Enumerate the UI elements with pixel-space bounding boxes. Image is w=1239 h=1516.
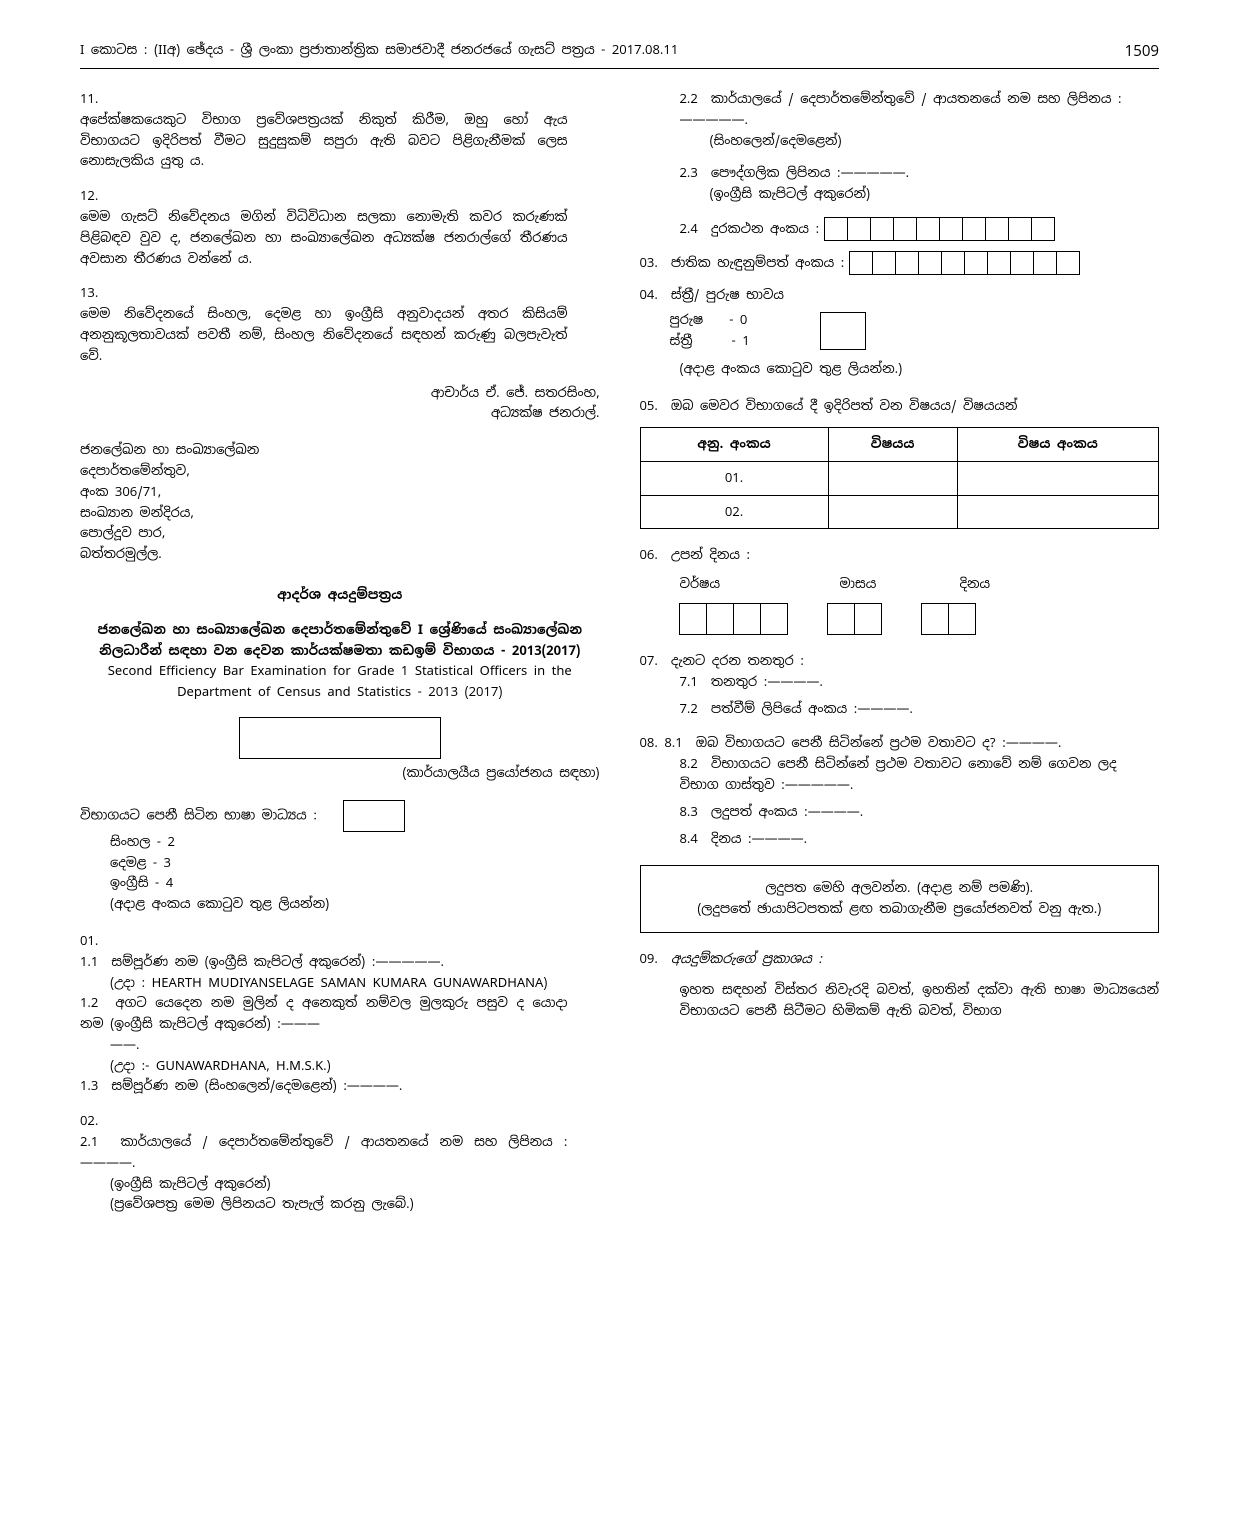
q-text: දුරකථන අංකය : xyxy=(711,220,819,237)
phone-boxes[interactable] xyxy=(825,217,1055,241)
address-line: බත්තරමුල්ල. xyxy=(80,544,600,565)
q-text: ජාතික හැඳුනුම්පත් අංකය : xyxy=(671,254,845,271)
exam-title-english: Second Efficiency Bar Examination for Gr… xyxy=(80,661,600,703)
q-text: ඔබ මෙවර විභාගයේ දී ඉදිරිපත් වන විෂයය/ වි… xyxy=(671,397,1018,414)
address-line: සංඛ්‍යාන මන්දිරය, xyxy=(80,503,600,524)
q-note: (ඉංග්‍රීසි කැපිටල් අකුරෙන්) xyxy=(710,184,1160,205)
media-input-box[interactable] xyxy=(343,800,405,832)
item-text: අපේක්ෂකයෙකුට විභාග ප්‍රවේශපත්‍රයක් නිකුත… xyxy=(80,110,568,172)
q-note: (ප්‍රවේශපත්‍ර මෙම ලිපිනයට තැපැල් කරනු ලැ… xyxy=(110,1194,568,1215)
nic-boxes[interactable] xyxy=(850,251,1080,275)
gender-note: (අදාළ අංකය කොටුව තුළ ලියන්න.) xyxy=(680,359,1160,380)
address-line: අංක 306/71, xyxy=(80,482,600,503)
q-text: සම්පූර්ණ නම (සිංහලෙන්/දෙමළෙන්) :————. xyxy=(111,1077,402,1094)
item-number: 13. xyxy=(80,283,108,304)
media-option: සිංහල - 2 xyxy=(110,832,600,853)
address-line: පොල්දූව පාර, xyxy=(80,523,600,544)
receipt-line: ලදුපත මෙහි අලවන්න. (අදාළ නම් පමණි). xyxy=(653,878,1147,899)
example-text: (උදා : HEARTH MUDIYANSELAGE SAMAN KUMARA… xyxy=(110,973,568,994)
q-text: තනතුර :————. xyxy=(711,673,823,690)
dob-year-boxes[interactable] xyxy=(680,603,788,635)
q-text: පෞද්ගලික ලිපිනය :—————. xyxy=(711,164,909,181)
dob-month-boxes[interactable] xyxy=(828,603,882,635)
q-text: සම්පූර්ණ නම (ඉංග්‍රීසි කැපිටල් අකුරෙන්) … xyxy=(111,953,444,970)
receipt-line: (ලදුපතේ ඡායාපිටපතක් ළඟ තබාගැනීම ප්‍රයෝජන… xyxy=(653,899,1147,920)
example-text: (උදා :- GUNAWARDHANA, H.M.S.K.) xyxy=(110,1056,568,1077)
receipt-box: ලදුපත මෙහි අලවන්න. (අදාළ නම් පමණි). (ලදු… xyxy=(640,865,1160,933)
item-number: 02. xyxy=(80,1111,108,1132)
page-number: 1509 xyxy=(1125,40,1159,64)
table-header: විෂය අංකය xyxy=(957,427,1158,461)
exam-title-sinhala: ජනලේඛන හා සංඛ්‍යාලේඛන දෙපාර්තමේන්තුවේ I … xyxy=(80,620,600,662)
table-row: 01. xyxy=(640,461,1159,495)
table-cell[interactable] xyxy=(957,461,1158,495)
table-row: 02. xyxy=(640,495,1159,529)
office-use-label: (කාර්යාලයීය ප්‍රයෝජනය සඳහා) xyxy=(80,763,600,784)
gender-input-box[interactable] xyxy=(820,312,866,350)
table-cell: 02. xyxy=(640,495,828,529)
q-note: (ඉංග්‍රීසි කැපිටල් අකුරෙන්) xyxy=(110,1174,568,1195)
gender-male: පුරුෂ xyxy=(670,311,704,328)
gender-female: ස්ත්‍රී xyxy=(670,332,693,349)
q-text: කාර්යාලයේ / දෙපාර්තමේන්තුවේ / ආයතනයේ නම … xyxy=(680,90,1122,128)
table-header: අනු. අංකය xyxy=(640,427,828,461)
signature-name: ආචාර්ය ඒ. ජේ. සතරසිංහ, xyxy=(80,383,600,404)
q-text: ඔබ විභාගයට පෙනී සිටින්නේ ප්‍රථම වතාවට ද?… xyxy=(696,734,1062,751)
media-title: විභාගයට පෙනී සිටින භාෂා මාධ්‍යය : xyxy=(80,806,317,823)
table-header: විෂයය xyxy=(828,427,957,461)
media-option: ඉංග්‍රීසි - 4 xyxy=(110,873,600,894)
table-cell: 01. xyxy=(640,461,828,495)
q-text: විභාගයට පෙනී සිටින්නේ ප්‍රථම වතාවට නොවේ … xyxy=(680,755,1117,793)
item-number: 11. xyxy=(80,89,108,110)
item-text: මෙම ගැසට් නිවේදනය මගින් විධිවිධාන සලකා න… xyxy=(80,207,568,269)
q-text: කාර්යාලයේ / දෙපාර්තමේන්තුවේ / ආයතනයේ නම … xyxy=(80,1133,568,1171)
item-number: 12. xyxy=(80,186,108,207)
address-line: ජනලේඛන හා සංඛ්‍යාලේඛන xyxy=(80,440,600,461)
signature-title: අධ්‍යක්ෂ ජනරාල්. xyxy=(80,403,600,424)
media-option: දෙමළ - 3 xyxy=(110,853,600,874)
right-column: 2.2 කාර්යාලයේ / දෙපාර්තමේන්තුවේ / ආයතනයේ… xyxy=(640,89,1160,1229)
q-note: (සිංහලෙන්/දෙමළෙන්) xyxy=(710,131,1160,152)
q-text: දිනය :————. xyxy=(711,830,807,847)
table-cell[interactable] xyxy=(828,495,957,529)
item-number: 01. xyxy=(80,931,108,952)
specimen-title: ආදර්ශ අයදුම්පත්‍රය xyxy=(80,585,600,606)
dob-day-label: දිනය xyxy=(960,574,991,595)
subject-table: අනු. අංකය විෂයය විෂය අංකය 01. 02. xyxy=(640,427,1160,529)
page-header: I කොටස : (IIඅ) ඡේදය - ශ්‍රී ලංකා ප්‍රජාත… xyxy=(80,40,1159,69)
dob-year-label: වර්ෂය xyxy=(680,574,800,595)
q-text: දැනට දරන තනතුර : xyxy=(671,652,804,669)
declaration-body: ඉහත සඳහන් විස්තර නිවැරදි බවත්, ඉහතින් දක… xyxy=(680,980,1160,1022)
media-note: (අදාළ අංකය කොටුව තුළ ලියන්න) xyxy=(110,894,600,915)
table-cell[interactable] xyxy=(957,495,1158,529)
q-text: ලදුපත් අංකය :————. xyxy=(711,803,863,820)
item-text: මෙම නිවේදනයේ සිංහල, දෙමළ හා ඉංග්‍රීසි අන… xyxy=(80,304,568,366)
q-text: පත්වීම් ලිපියේ අංකය :————. xyxy=(711,700,913,717)
declaration-title: අයදුම්කරුගේ ප්‍රකාශය : xyxy=(671,950,822,967)
office-use-box xyxy=(239,717,441,759)
dob-day-boxes[interactable] xyxy=(922,603,976,635)
q-text: ——. xyxy=(110,1035,568,1056)
dob-month-label: මාසය xyxy=(840,574,920,595)
address-line: දෙපාර්තමේන්තුව, xyxy=(80,461,600,482)
q-text: ස්ත්‍රී/ පුරුෂ භාවය xyxy=(671,286,784,303)
table-cell[interactable] xyxy=(828,461,957,495)
q-text: අගට යෙදෙන නම මුලින් ද අනෙකුත් නම්වල මුලක… xyxy=(80,994,568,1032)
left-column: 11. අපේක්ෂකයෙකුට විභාග ප්‍රවේශපත්‍රයක් න… xyxy=(80,89,600,1229)
q-text: උපන් දිනය : xyxy=(671,546,750,563)
header-title: I කොටස : (IIඅ) ඡේදය - ශ්‍රී ලංකා ප්‍රජාත… xyxy=(80,40,678,64)
